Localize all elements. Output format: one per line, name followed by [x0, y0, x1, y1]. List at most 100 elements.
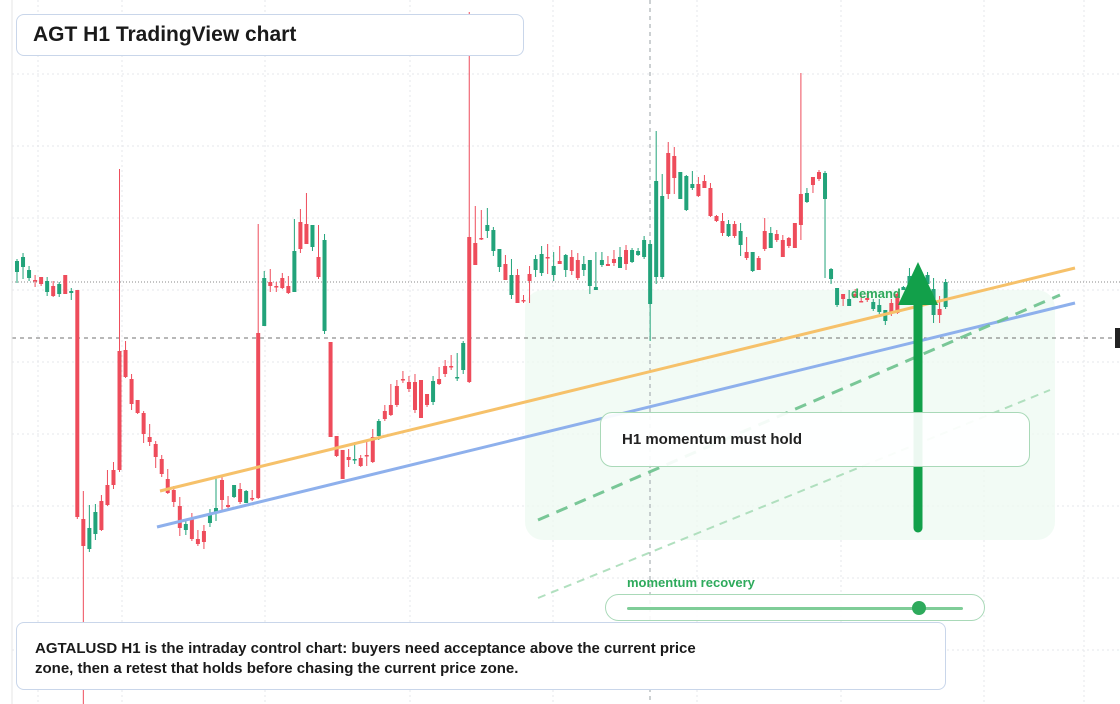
candle-bearish — [165, 479, 170, 493]
candle-bullish — [847, 299, 852, 306]
candle-bearish — [159, 459, 164, 474]
candle-bearish — [666, 153, 671, 194]
candle-bullish — [581, 264, 586, 270]
projection-dashed-green — [537, 293, 1061, 522]
candle-bullish — [877, 305, 882, 312]
candle-bearish — [406, 382, 411, 389]
candle-bullish — [551, 266, 556, 275]
gauge-track — [627, 607, 963, 610]
candle-bullish — [829, 269, 834, 279]
candle-bullish — [376, 421, 381, 436]
candle-bullish — [726, 224, 731, 236]
candle-bullish — [618, 257, 622, 268]
candle-bullish — [943, 282, 948, 307]
candle-bearish — [859, 301, 864, 303]
candle-bullish — [509, 275, 514, 295]
candle-bearish — [99, 501, 104, 530]
candle-bearish — [177, 506, 182, 528]
candle-bullish — [45, 281, 50, 292]
candle-bearish — [201, 531, 206, 542]
chart-title-box: AGT H1 TradingView chart — [16, 14, 524, 56]
candle-bearish — [75, 290, 80, 517]
left-axis-strip — [0, 0, 12, 704]
candle-bullish — [491, 230, 496, 251]
candle-bearish — [268, 282, 273, 286]
summary-box: AGTALUSD H1 is the intraday control char… — [16, 622, 946, 690]
candle-bearish — [437, 379, 442, 384]
chart-title: AGT H1 TradingView chart — [33, 23, 297, 46]
candle-bearish — [937, 309, 942, 315]
candle-bearish — [473, 243, 478, 265]
momentum-gauge — [605, 594, 985, 621]
candle-bullish — [69, 291, 74, 293]
candle-bearish — [123, 350, 128, 377]
candle-bullish — [207, 513, 212, 523]
candle-bearish — [117, 351, 122, 470]
candle-bearish — [865, 298, 870, 300]
candle-bearish — [756, 258, 761, 270]
candle-bullish — [648, 244, 653, 304]
candle-bullish — [871, 302, 876, 309]
candle-bearish — [702, 181, 707, 188]
candle-bullish — [823, 173, 828, 199]
candle-bearish — [189, 519, 194, 539]
candle-bullish — [183, 524, 188, 530]
candle-bearish — [816, 172, 821, 179]
candle-bearish — [388, 405, 393, 415]
candle-bearish — [853, 294, 858, 297]
candle-bearish — [792, 223, 797, 248]
candle-bearish — [443, 366, 448, 374]
candle-bullish — [232, 485, 237, 497]
candle-bullish — [461, 343, 466, 370]
candle-bullish — [599, 260, 604, 265]
candle-bearish — [394, 386, 399, 405]
candle-bullish — [690, 184, 695, 188]
candle-bearish — [521, 300, 526, 302]
candle-bullish — [93, 512, 98, 534]
candle-bearish — [889, 303, 894, 313]
candle-bearish — [346, 457, 351, 460]
candle-bullish — [213, 508, 218, 512]
callout-text: H1 momentum must hold — [622, 431, 803, 448]
candle-bullish — [768, 233, 773, 248]
candle-bearish — [696, 184, 701, 196]
candle-bullish — [455, 377, 460, 379]
candle-bullish — [485, 225, 490, 231]
candle-bullish — [27, 270, 32, 278]
candle-bearish — [250, 498, 255, 500]
candle-bearish — [467, 237, 472, 382]
summary-text: AGTALUSD H1 is the intraday control char… — [35, 640, 696, 677]
candle-bullish — [925, 275, 930, 284]
candle-bearish — [33, 280, 38, 282]
candle-bullish — [630, 250, 635, 262]
candle-bearish — [527, 274, 532, 281]
candle-bearish — [895, 294, 900, 313]
candle-bullish — [539, 254, 544, 273]
candle-bearish — [425, 394, 430, 405]
candle-bearish — [171, 490, 176, 502]
candle-bearish — [412, 382, 417, 410]
candle-bearish — [147, 437, 152, 442]
candle-bullish — [678, 172, 683, 199]
candle-bearish — [316, 257, 321, 277]
candle-bearish — [81, 519, 86, 546]
candle-bullish — [636, 251, 641, 255]
candle-bullish — [587, 260, 592, 286]
candle-bullish — [87, 528, 92, 549]
candle-bullish — [352, 459, 357, 461]
candle-bullish — [835, 288, 840, 305]
candle-bearish — [51, 286, 56, 296]
candle-bearish — [358, 458, 363, 466]
candle-bearish — [63, 275, 68, 294]
candle-bearish — [274, 286, 279, 288]
candle-bearish — [672, 156, 677, 178]
candle-bearish — [129, 379, 134, 404]
candle-bearish — [153, 444, 158, 457]
gauge-label: momentum recovery — [627, 575, 755, 590]
candle-bearish — [479, 238, 484, 240]
candle-bullish — [262, 278, 267, 326]
candle-bullish — [593, 287, 598, 290]
candle-bullish — [431, 381, 436, 402]
candle-bearish — [419, 380, 424, 418]
candle-bearish — [624, 250, 629, 264]
